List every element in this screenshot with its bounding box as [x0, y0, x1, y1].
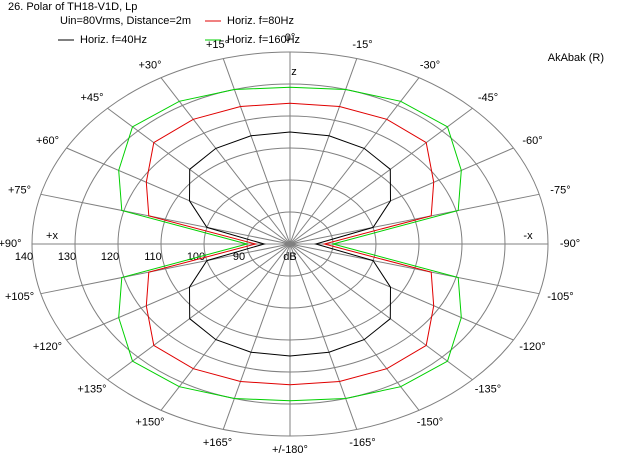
spoke: [289, 243, 540, 295]
angle-label: -150°: [417, 416, 443, 428]
spoke: [289, 147, 514, 245]
angle-label: -105°: [547, 291, 573, 303]
spoke: [289, 193, 540, 245]
axis-label: z: [291, 66, 297, 78]
spoke: [289, 107, 473, 245]
angle-label: 0°: [285, 32, 296, 44]
angle-label: -165°: [349, 437, 375, 449]
r-tick-label: 100: [187, 251, 205, 263]
series-line: [188, 131, 392, 357]
angle-label: -90°: [560, 238, 580, 250]
angle-label: +15°: [206, 39, 229, 51]
spoke: [40, 243, 291, 295]
angle-label: +165°: [203, 437, 232, 449]
angle-label: -60°: [522, 135, 542, 147]
legend-label: Horiz. f=40Hz: [80, 34, 147, 46]
angle-label: +/-180°: [272, 444, 308, 456]
r-tick-label: 90: [233, 251, 245, 263]
chart-title: 26. Polar of TH18-V1D, Lp: [8, 1, 137, 13]
chart-subtitle: Uin=80Vrms, Distance=2m: [60, 15, 191, 27]
spoke: [107, 107, 291, 245]
series-line: [145, 102, 435, 386]
spoke: [289, 243, 473, 381]
spoke: [289, 77, 420, 245]
spoke: [160, 77, 291, 245]
r-tick-label: 130: [58, 251, 76, 263]
angle-label: +120°: [33, 341, 62, 353]
spoke: [160, 243, 291, 411]
axis-label: -x: [523, 230, 533, 242]
series-line: [118, 86, 462, 402]
angle-label: -30°: [420, 60, 440, 72]
angle-label: +75°: [8, 185, 31, 197]
angle-label: +30°: [138, 60, 161, 72]
legend-label: Horiz. f=160Hz: [227, 34, 300, 46]
angle-label: -45°: [478, 92, 498, 104]
spoke: [66, 147, 291, 245]
r-tick-label: 140: [15, 251, 33, 263]
spoke: [40, 193, 291, 245]
angle-label: -135°: [475, 384, 501, 396]
r-tick-label: 110: [144, 251, 162, 263]
legend-label: Horiz. f=80Hz: [227, 15, 294, 27]
angle-label: +90°: [0, 238, 22, 250]
watermark: AkAbak (R): [548, 52, 604, 64]
angle-label: -15°: [352, 39, 372, 51]
angle-label: -75°: [550, 185, 570, 197]
spoke: [289, 243, 514, 341]
angle-label: +135°: [77, 384, 106, 396]
spoke: [107, 243, 291, 381]
angle-label: +150°: [135, 416, 164, 428]
angle-label: +45°: [80, 92, 103, 104]
r-tick-label: 120: [101, 251, 119, 263]
axis-label: dB: [283, 251, 296, 263]
spoke: [66, 243, 291, 341]
spoke: [289, 243, 420, 411]
angle-label: +60°: [36, 135, 59, 147]
angle-label: +105°: [5, 291, 34, 303]
angle-label: -120°: [519, 341, 545, 353]
axis-label: +x: [46, 230, 58, 242]
